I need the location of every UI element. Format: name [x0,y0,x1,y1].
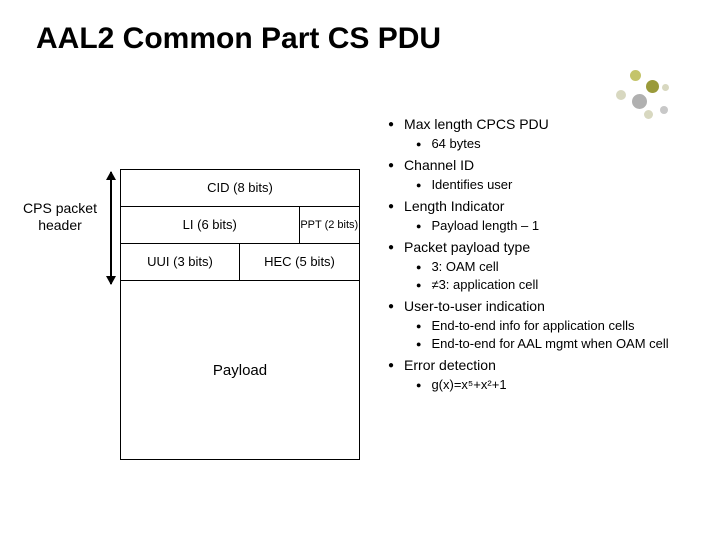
bullet-sub-item: 64 bytes [416,136,708,151]
bullet-item: User-to-user indication End-to-end info f… [388,298,708,351]
bullet-item: Length Indicator Payload length – 1 [388,198,708,233]
page-title: AAL2 Common Part CS PDU [36,22,441,56]
header-extent-arrow [110,172,112,284]
cell-cid: CID (8 bits) [121,170,359,206]
bullet-sub-item: Identifies user [416,177,708,192]
row-cid: CID (8 bits) [120,169,360,207]
bullet-sub-item: Payload length – 1 [416,218,708,233]
bullet-sub-item: 3: OAM cell [416,259,708,274]
cell-uui: UUI (3 bits) [121,244,240,280]
bullet-item: Packet payload type 3: OAM cell ≠3: applic… [388,239,708,292]
bullet-item: Max length CPCS PDU 64 bytes [388,116,708,151]
bullet-item: Error detection g(x)=x⁵+x²+1 [388,357,708,392]
row-li-ppt: LI (6 bits) PPT (2 bits) [120,206,360,244]
field-descriptions: Max length CPCS PDU 64 bytes Channel ID Ide… [388,116,708,398]
bullet-label: User-to-user indication [404,298,545,314]
bullet-sub-item: End-to-end info for application cells [416,318,708,333]
bullet-label: Packet payload type [404,239,530,255]
cell-hec: HEC (5 bits) [240,244,359,280]
bullet-label: Length Indicator [404,198,504,214]
bullet-label: Channel ID [404,157,474,173]
cell-ppt: PPT (2 bits) [300,207,360,243]
cell-payload: Payload [120,280,360,460]
cps-header-label: CPS packet header [10,200,110,234]
cell-li: LI (6 bits) [121,207,300,243]
bullet-sub-item: g(x)=x⁵+x²+1 [416,377,708,392]
bullet-item: Channel ID Identifies user [388,157,708,192]
bullet-label: Error detection [404,357,496,373]
bullet-sub-item: ≠3: application cell [416,277,708,292]
bullet-label: Max length CPCS PDU [404,116,549,132]
bullet-sub-item: End-to-end for AAL mgmt when OAM cell [416,336,708,351]
pdu-diagram: CID (8 bits) LI (6 bits) PPT (2 bits) UU… [120,170,360,460]
row-uui-hec: UUI (3 bits) HEC (5 bits) [120,243,360,281]
